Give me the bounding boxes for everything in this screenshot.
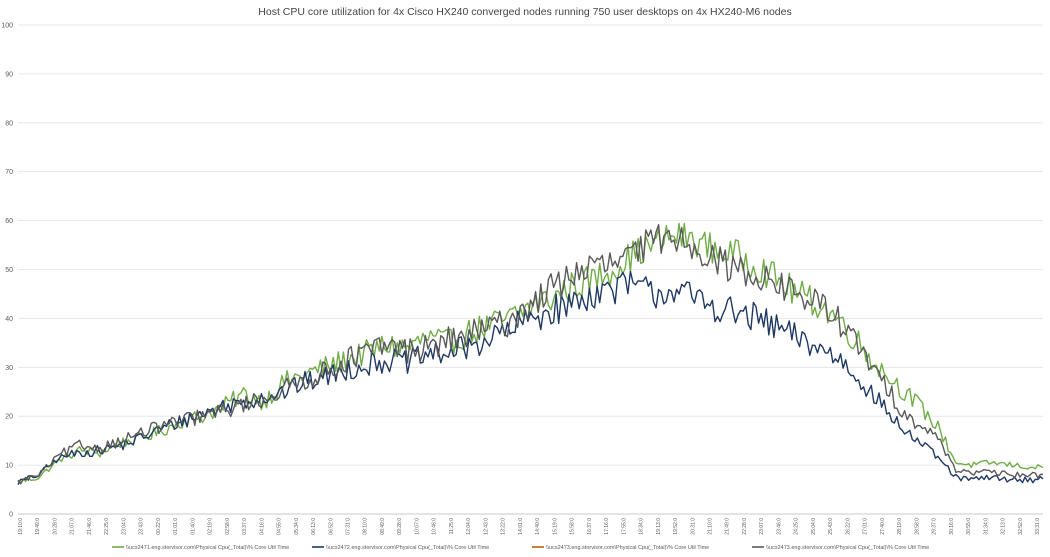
x-tick-label: 27:01:0 xyxy=(863,518,869,535)
x-tick-label: 14:40:0 xyxy=(535,518,541,535)
x-tick-label: 21:49:0 xyxy=(725,518,731,535)
x-axis: 19:10:0 19:49:0 20:28:0 21:07:0 21:46:0 22:25… xyxy=(18,518,1041,535)
x-tick-label: 24:25:0 xyxy=(794,518,800,535)
gridlines xyxy=(18,24,1043,515)
x-tick-label: 25:43:0 xyxy=(828,518,834,535)
x-tick-label: 15:19:0 xyxy=(552,518,558,535)
x-tick-label: 23:07:0 xyxy=(759,518,765,535)
x-tick-label: 08:49:0 xyxy=(380,518,386,535)
x-tick-label: 11:25:0 xyxy=(449,518,455,535)
x-tick-label: 06:52:0 xyxy=(328,518,334,535)
x-tick-label: 25:04:0 xyxy=(811,518,817,535)
x-tick-label: 18:34:0 xyxy=(639,518,645,535)
x-tick-label: 31:34:0 xyxy=(983,518,989,535)
x-tick-label: 06:13:0 xyxy=(311,518,317,535)
x-tick-label: 19:10:0 xyxy=(18,518,24,535)
x-tick-label: 26:22:0 xyxy=(845,518,851,535)
y-tick-label: 80 xyxy=(5,120,13,127)
x-tick-label: 28:58:0 xyxy=(914,518,920,535)
legend-label: \\ucs2473.eng.storvisor.com\Physical Cpu… xyxy=(546,545,709,551)
x-tick-label: 21:46:0 xyxy=(87,518,93,535)
x-tick-label: 10:46:0 xyxy=(432,518,438,535)
y-axis: 0 10 20 30 40 50 60 70 80 90 100 xyxy=(1,23,13,519)
x-tick-label: 09:28:0 xyxy=(397,518,403,535)
x-tick-label: 01:40:0 xyxy=(190,518,196,535)
x-tick-label: 27:40:0 xyxy=(880,518,886,535)
x-tick-label: 23:04:0 xyxy=(121,518,127,535)
x-tick-label: 04:16:0 xyxy=(259,518,265,535)
x-tick-label: 17:55:0 xyxy=(621,518,627,535)
series-line xyxy=(17,270,1044,485)
legend-label: \\ucs2471.eng.storvisor.com\Physical Cpu… xyxy=(126,545,289,551)
x-tick-label: 21:10:0 xyxy=(707,518,713,535)
legend-item: \\ucs2473.eng.storvisor.com\Physical Cpu… xyxy=(752,545,929,551)
x-tick-label: 20:31:0 xyxy=(690,518,696,535)
y-tick-label: 0 xyxy=(9,512,13,519)
x-tick-label: 12:43:0 xyxy=(483,518,489,535)
x-tick-label: 22:25:0 xyxy=(104,518,110,535)
y-tick-label: 50 xyxy=(5,267,13,274)
x-tick-label: 21:07:0 xyxy=(70,518,76,535)
x-tick-label: 04:55:0 xyxy=(277,518,283,535)
x-tick-label: 20:28:0 xyxy=(52,518,58,535)
x-tick-label: 28:19:0 xyxy=(897,518,903,535)
x-tick-label: 23:43:0 xyxy=(139,518,145,535)
x-tick-label: 10:07:0 xyxy=(414,518,420,535)
y-tick-label: 20 xyxy=(5,414,13,421)
y-tick-label: 10 xyxy=(5,463,13,470)
x-tick-label: 23:46:0 xyxy=(776,518,782,535)
x-tick-label: 07:31:0 xyxy=(346,518,352,535)
x-tick-label: 14:01:0 xyxy=(518,518,524,535)
x-tick-label: 33:31:0 xyxy=(1035,518,1041,535)
x-tick-label: 19:49:0 xyxy=(35,518,41,535)
x-tick-label: 08:10:0 xyxy=(363,518,369,535)
x-tick-label: 16:37:0 xyxy=(587,518,593,535)
x-tick-label: 32:52:0 xyxy=(1018,518,1024,535)
x-tick-label: 19:13:0 xyxy=(656,518,662,535)
x-tick-label: 01:01:0 xyxy=(173,518,179,535)
y-tick-label: 100 xyxy=(1,23,13,30)
legend-label: \\ucs2473.eng.storvisor.com\Physical Cpu… xyxy=(766,545,929,551)
x-tick-label: 30:16:0 xyxy=(949,518,955,535)
x-tick-label: 19:52:0 xyxy=(673,518,679,535)
x-tick-label: 32:13:0 xyxy=(1001,518,1007,535)
y-tick-label: 90 xyxy=(5,71,13,78)
x-tick-label: 05:34:0 xyxy=(294,518,300,535)
y-tick-label: 40 xyxy=(5,316,13,323)
x-tick-label: 12:04:0 xyxy=(466,518,472,535)
x-tick-label: 15:58:0 xyxy=(570,518,576,535)
legend-item: \\ucs2471.eng.storvisor.com\Physical Cpu… xyxy=(112,545,289,551)
x-tick-label: 30:55:0 xyxy=(966,518,972,535)
x-tick-label: 17:16:0 xyxy=(604,518,610,535)
x-tick-label: 03:37:0 xyxy=(242,518,248,535)
y-tick-label: 60 xyxy=(5,218,13,225)
legend-label: \\ucs2472.eng.storvisor.com\Physical Cpu… xyxy=(326,545,489,551)
chart-title: Host CPU core utilization for 4x Cisco H… xyxy=(258,6,792,18)
x-tick-label: 00:22:0 xyxy=(156,518,162,535)
y-tick-label: 30 xyxy=(5,365,13,372)
series-line xyxy=(17,224,1044,485)
x-tick-label: 02:58:0 xyxy=(225,518,231,535)
legend: \\ucs2471.eng.storvisor.com\Physical Cpu… xyxy=(112,545,929,551)
x-tick-label: 13:22:0 xyxy=(501,518,507,535)
y-tick-label: 70 xyxy=(5,169,13,176)
x-tick-label: 29:37:0 xyxy=(932,518,938,535)
x-tick-label: 22:28:0 xyxy=(742,518,748,535)
legend-item: \\ucs2473.eng.storvisor.com\Physical Cpu… xyxy=(532,545,709,551)
legend-item: \\ucs2472.eng.storvisor.com\Physical Cpu… xyxy=(312,545,489,551)
series-line xyxy=(17,222,1044,484)
x-tick-label: 02:19:0 xyxy=(208,518,214,535)
series-lines xyxy=(17,222,1044,485)
